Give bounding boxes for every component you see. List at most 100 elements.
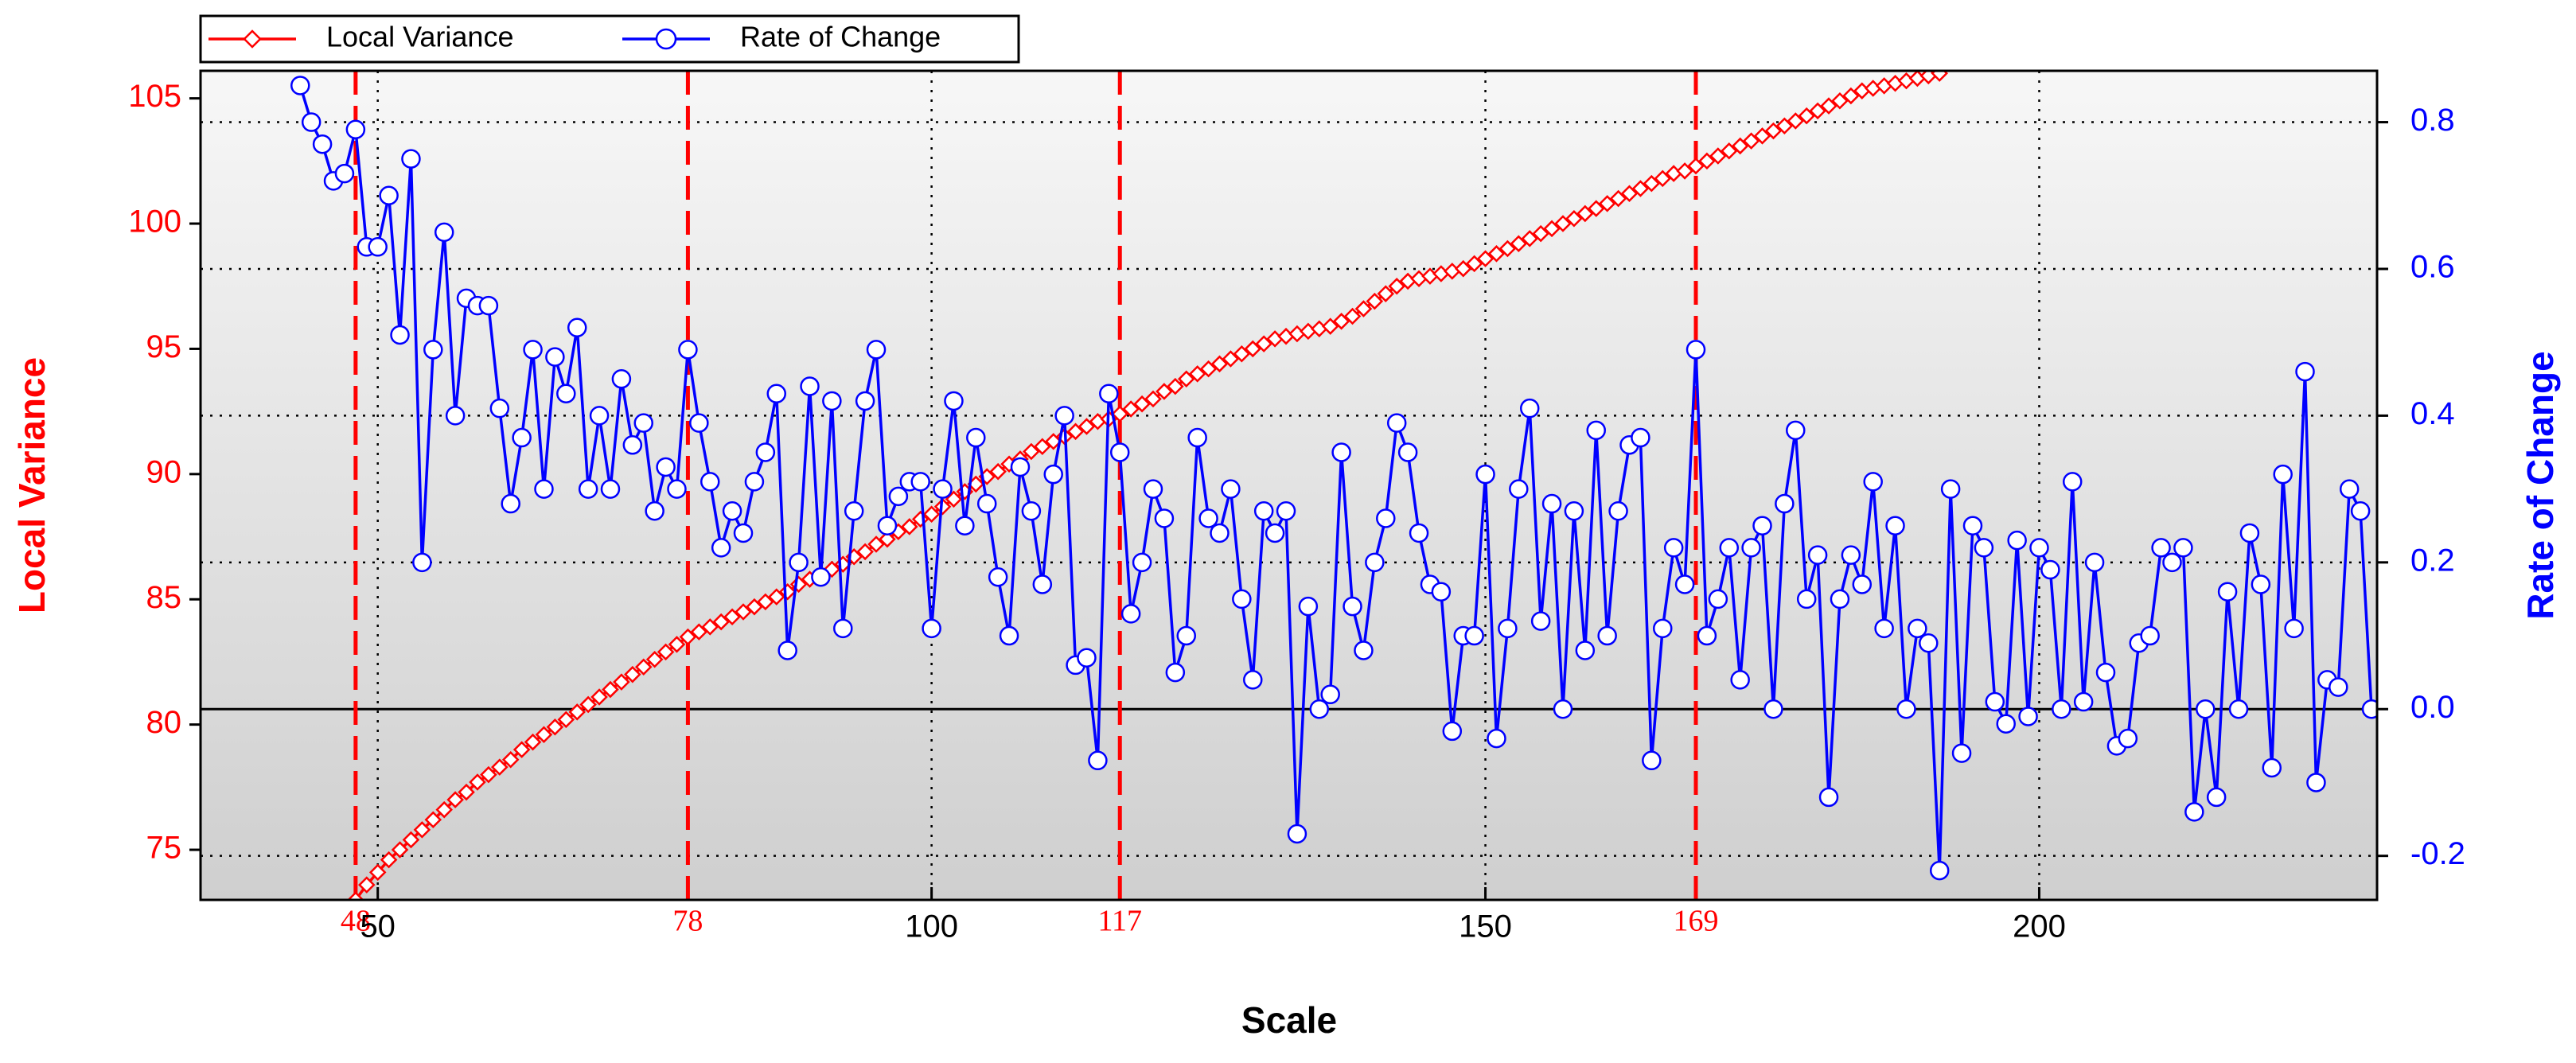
diamond-marker xyxy=(1554,215,1572,232)
circle-marker xyxy=(733,523,754,543)
legend-box xyxy=(199,14,1020,64)
circle-marker xyxy=(1541,493,1562,514)
x-axis-title: Scale xyxy=(1241,999,1337,1041)
circle-marker xyxy=(2173,538,2193,558)
axes: 50 100 150 200 75 80 85 90 95 100 105 -0.2 0.0 0.2 0.4… xyxy=(128,79,2465,944)
circle-marker xyxy=(777,641,797,660)
diamond-marker xyxy=(1731,137,1749,155)
diamond-marker xyxy=(867,535,885,553)
diamond-marker xyxy=(723,608,741,626)
circle-marker xyxy=(1807,545,1828,565)
diamond-marker xyxy=(657,643,675,661)
circle-marker xyxy=(1487,728,1506,749)
circle-marker xyxy=(1021,501,1042,521)
circle-marker xyxy=(955,516,975,535)
circle-marker xyxy=(2029,538,2049,558)
diamond-marker xyxy=(1775,117,1794,135)
circle-marker xyxy=(1154,508,1175,528)
circle-marker xyxy=(1343,596,1362,617)
circle-marker xyxy=(1908,618,1927,639)
circle-marker xyxy=(944,391,964,411)
diamond-marker xyxy=(1255,335,1272,352)
diamond-marker xyxy=(1543,220,1561,238)
circle-marker xyxy=(1642,750,1662,771)
circle-marker xyxy=(2262,757,2282,778)
circle-marker xyxy=(1663,538,1684,558)
diamond-marker xyxy=(1842,87,1860,105)
circle-marker xyxy=(1442,721,1463,742)
diamond-marker xyxy=(546,718,564,736)
legend: Local Variance Rate of Change xyxy=(199,14,1020,64)
diamond-marker xyxy=(435,800,453,819)
circle-marker xyxy=(1985,691,2005,712)
vertical-marker-label: 48 xyxy=(341,905,371,938)
circle-marker xyxy=(1376,508,1396,528)
reference-lines: 48 78 117 169 xyxy=(341,71,1719,938)
circle-marker xyxy=(1298,596,1319,617)
diamond-marker xyxy=(413,821,431,839)
y2-tick-label: 0.6 xyxy=(2410,250,2455,285)
circle-marker xyxy=(2095,662,2116,683)
circle-marker xyxy=(1354,641,1374,660)
diamond-marker xyxy=(735,603,752,621)
circle-marker xyxy=(789,552,809,573)
circle-marker xyxy=(976,493,997,514)
circle-marker xyxy=(290,76,310,95)
diamond-marker xyxy=(446,791,464,808)
circle-marker xyxy=(1331,442,1351,462)
circle-marker xyxy=(1530,611,1551,631)
y-tick-label: 80 xyxy=(146,705,182,740)
circle-marker xyxy=(1951,743,1972,763)
diamond-marker xyxy=(1199,360,1218,378)
circle-marker xyxy=(2273,464,2293,485)
diamond-marker xyxy=(645,651,664,668)
diamond-marker xyxy=(1233,345,1251,363)
circle-marker xyxy=(933,479,953,499)
diamond-marker xyxy=(1709,147,1727,165)
circle-marker xyxy=(445,406,466,426)
circle-marker xyxy=(2073,691,2094,712)
circle-marker xyxy=(1077,648,1097,668)
diamond-marker xyxy=(1321,317,1339,335)
legend-label: Local Variance xyxy=(326,21,513,53)
diamond-marker xyxy=(1565,209,1583,228)
circle-marker xyxy=(345,119,366,140)
circle-marker xyxy=(1386,413,1407,433)
grid xyxy=(201,71,2377,900)
diamond-marker xyxy=(1144,390,1162,408)
circle-marker xyxy=(689,413,709,433)
circle-marker xyxy=(2350,501,2371,521)
circle-marker xyxy=(910,472,930,492)
diamond-marker xyxy=(624,665,641,683)
circle-marker xyxy=(2151,538,2171,558)
diamond-marker xyxy=(1510,235,1528,252)
circle-marker xyxy=(567,317,587,337)
circle-marker xyxy=(1243,670,1263,690)
circle-marker xyxy=(2206,787,2227,808)
circle-marker xyxy=(888,486,909,507)
circle-marker xyxy=(744,472,765,492)
diamond-marker xyxy=(690,623,708,641)
circle-marker xyxy=(1475,464,1495,485)
circle-marker xyxy=(611,369,632,389)
diamond-marker xyxy=(590,688,608,706)
circle-marker xyxy=(2239,523,2260,543)
circle-marker xyxy=(1287,824,1307,844)
diamond-marker xyxy=(1809,102,1826,120)
circle-marker xyxy=(2084,552,2105,573)
diamond-marker xyxy=(679,628,697,646)
x-tick-label: 200 xyxy=(2013,909,2066,944)
circle-marker xyxy=(1365,552,1385,573)
circle-marker xyxy=(1686,340,1706,360)
circle-marker xyxy=(966,427,986,448)
diamond-marker xyxy=(512,741,531,758)
circle-marker xyxy=(1796,589,1817,609)
circle-marker xyxy=(877,516,898,535)
circle-marker xyxy=(1653,618,1673,639)
circle-marker xyxy=(534,479,554,499)
circle-marker xyxy=(523,340,543,360)
circle-marker xyxy=(501,493,520,514)
circle-marker xyxy=(2295,361,2315,382)
circle-marker xyxy=(589,406,610,426)
circle-marker xyxy=(1940,479,1961,499)
